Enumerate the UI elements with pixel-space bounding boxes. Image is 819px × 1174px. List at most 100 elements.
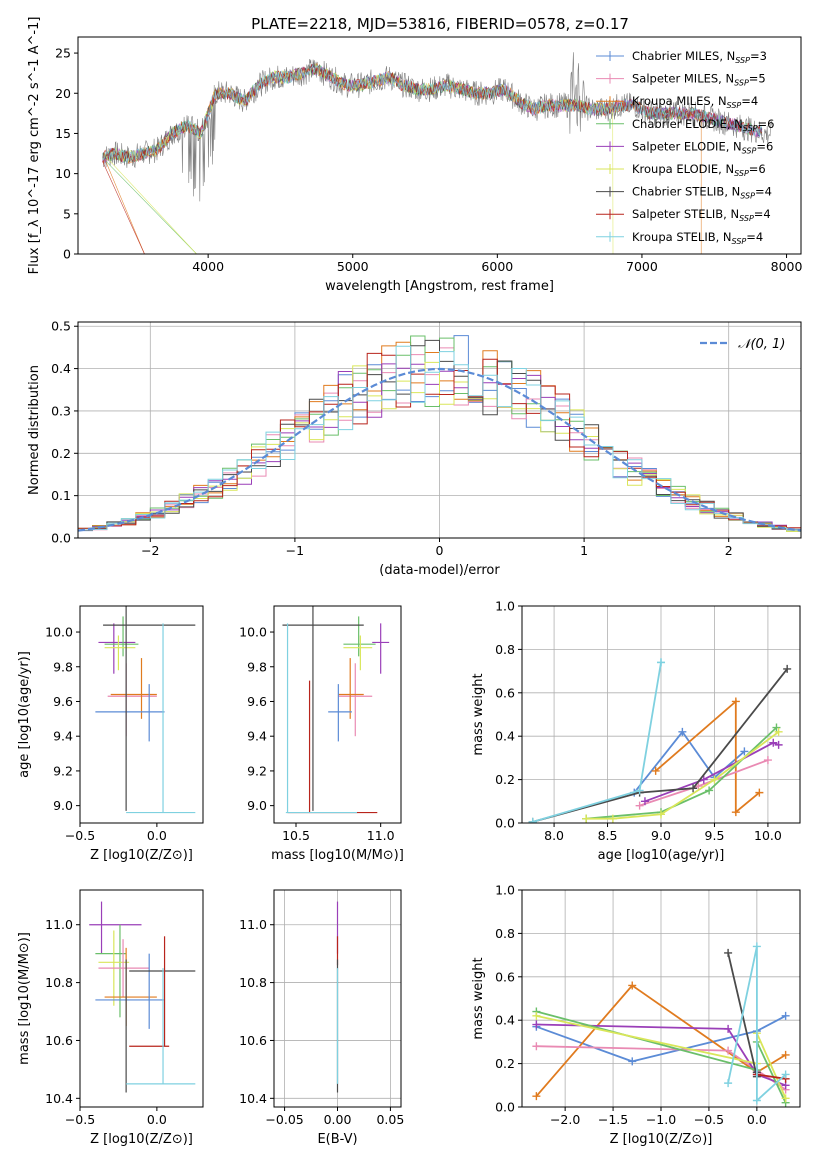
model-spectrum-line (102, 64, 763, 163)
panel-age-vs-z: −0.5 0.0 9.0 9.2 9.4 9.6 9.8 10.0 Z [log10(Z/Z⊙)… (17, 605, 204, 863)
y-tick-label: 0.2 (51, 446, 71, 461)
plot-area (532, 942, 790, 1107)
errorbar-point (103, 606, 196, 811)
mass-weight-marker (781, 1094, 790, 1103)
normal-distribution-curve (78, 367, 801, 532)
y-tick-label: 10.6 (45, 1033, 73, 1048)
errorbar-point (343, 616, 376, 657)
errorbar-point (104, 635, 136, 671)
plot-area (102, 52, 773, 254)
axes-frame (79, 889, 204, 1108)
errorbar-point (338, 663, 373, 737)
errorbar-point (98, 623, 136, 674)
model-spectrum-line (102, 64, 763, 254)
axes-frame (77, 321, 802, 539)
axes-frame (521, 889, 801, 1108)
y-tick-label: 9.6 (53, 694, 73, 709)
y-tick-label: 5 (63, 206, 71, 221)
x-tick-label: 8000 (771, 259, 803, 274)
mass-weight-marker (651, 766, 660, 775)
y-tick-label: 9.6 (247, 694, 267, 709)
y-tick-label: 0.2 (495, 1056, 515, 1071)
mass-weight-series-line (536, 1015, 787, 1063)
errorbar-point (285, 623, 357, 814)
mass-weight-marker (657, 810, 665, 819)
y-tick-label: 0 (63, 247, 71, 262)
y-axis-label: Normed distribution (27, 365, 42, 495)
y-tick-label: 1.0 (495, 599, 515, 614)
mass-weight-marker (724, 1079, 733, 1088)
mass-weight-marker (781, 1050, 790, 1059)
x-tick-label: −2.0 (550, 1112, 580, 1127)
mass-weight-marker (763, 756, 772, 765)
legend-entry: Salpeter STELIB, NSSP=4 (632, 207, 771, 223)
x-tick-label: 6000 (481, 259, 513, 274)
axes-frame (273, 605, 402, 824)
y-axis-label: mass weight (471, 673, 486, 755)
x-tick-label: 2 (725, 543, 733, 558)
y-axis-label: age [log10(age/yr)] (17, 651, 32, 778)
x-tick-label: 0 (436, 543, 444, 558)
y-tick-label: 10.8 (239, 975, 267, 990)
y-tick-label: 10 (55, 166, 71, 181)
plot-area (528, 658, 792, 823)
axes-frame (77, 36, 802, 255)
x-tick-label: 11.0 (367, 828, 395, 843)
x-tick-label: −1 (286, 543, 304, 558)
errorbar-point (282, 606, 364, 811)
x-axis-label: wavelength [Angstrom, rest frame] (325, 279, 554, 294)
y-tick-label: 0.4 (51, 361, 71, 376)
mass-weight-marker (640, 797, 649, 806)
mass-weight-marker (532, 1092, 541, 1101)
errorbar-point (343, 635, 373, 671)
y-tick-label: 25 (55, 46, 71, 61)
errorbar-point (126, 968, 196, 1085)
mass-weight-marker (710, 775, 719, 784)
mass-weight-marker (781, 1070, 790, 1079)
x-tick-label: −2 (141, 543, 159, 558)
x-tick-label: 9.0 (651, 828, 671, 843)
legend-entry: Chabrier MILES, NSSP=3 (632, 49, 767, 65)
y-tick-label: 10.8 (45, 975, 73, 990)
model-spectrum-line (102, 62, 702, 254)
y-tick-label: 0.6 (495, 969, 515, 984)
y-tick-label: 1.0 (495, 883, 515, 898)
mass-weight-marker (731, 808, 740, 817)
y-tick-label: 0.4 (495, 729, 515, 744)
y-tick-label: 10.0 (45, 625, 73, 640)
plot-area (282, 606, 390, 814)
x-tick-label: 0.00 (324, 1112, 352, 1127)
mass-weight-marker (528, 817, 537, 823)
mass-weight-marker (724, 948, 733, 957)
y-tick-label: 9.2 (247, 763, 267, 778)
x-tick-label: −0.5 (65, 828, 95, 843)
mass-weight-series-line (633, 730, 745, 794)
x-tick-label: −0.5 (65, 1112, 95, 1127)
mass-weight-marker (635, 786, 644, 795)
x-tick-label: 8.5 (598, 828, 618, 843)
legend-entry: Salpeter MILES, NSSP=5 (632, 72, 766, 88)
y-tick-label: 0.4 (495, 1013, 515, 1028)
x-axis-label: Z [log10(Z/Z⊙)] (90, 1132, 193, 1147)
y-tick-label: 0.2 (495, 772, 515, 787)
legend-entry: Kroupa ELODIE, NSSP=6 (632, 162, 766, 178)
model-spectrum-line (102, 63, 614, 254)
x-axis-label: age [log10(age/yr)] (598, 848, 725, 863)
y-tick-label: 0.3 (51, 403, 71, 418)
spectrum-legend: Chabrier MILES, NSSP=3 Salpeter MILES, NS… (596, 49, 774, 246)
panel-residuals: −2 −1 0 1 2 0.0 0.1 0.2 0.3 0.4 0.5 (data-model)/er… (27, 319, 802, 578)
x-tick-label: 0.0 (147, 1112, 167, 1127)
panel-spectrum: 4000 5000 6000 7000 8000 0 5 10 15 20 25 wavelength… (27, 17, 802, 294)
y-tick-label: 9.2 (53, 763, 73, 778)
errorbar-point (338, 658, 364, 719)
y-tick-label: 11.0 (239, 917, 267, 932)
errorbar-point (110, 658, 157, 719)
x-axis-label: E(B-V) (317, 1132, 357, 1147)
mass-weight-marker (769, 738, 778, 747)
mass-weight-marker (774, 740, 783, 749)
mass-weight-marker (635, 801, 644, 810)
mass-weight-marker (724, 1046, 733, 1055)
panel-mass-vs-z: −0.5 0.0 10.4 10.6 10.8 11.0 Z [log10(Z/Z⊙)] ma… (17, 889, 204, 1147)
y-tick-label: 0.6 (495, 685, 515, 700)
mass-weight-marker (582, 814, 591, 823)
